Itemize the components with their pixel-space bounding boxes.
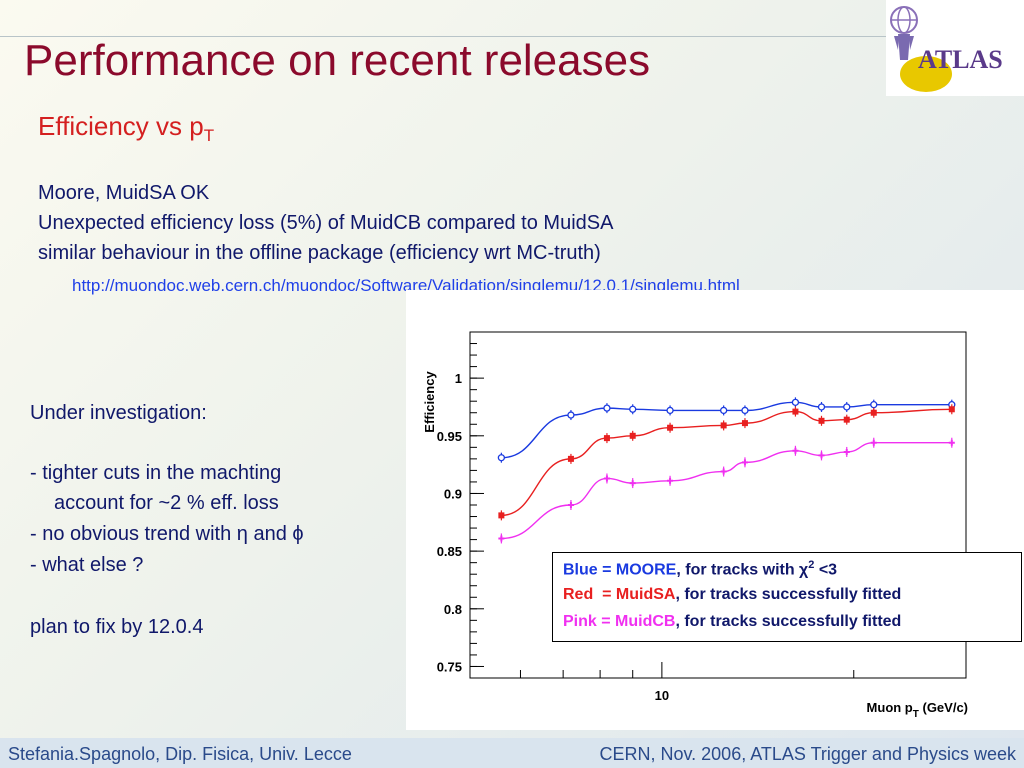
title-rule — [0, 36, 888, 37]
data-point-moore — [870, 401, 878, 409]
data-point-moore — [741, 406, 749, 415]
data-point-moore — [567, 411, 575, 419]
data-point-moore — [720, 406, 728, 415]
data-point-muidsa — [870, 409, 877, 416]
y-axis-label: Efficiency — [422, 371, 437, 433]
data-point-muidcb — [629, 480, 636, 487]
y-tick-label: 1 — [455, 371, 462, 386]
note-item-3: - what else ? — [30, 554, 144, 576]
data-point-muidcb — [948, 439, 955, 446]
note-heading: Under investigation: — [30, 402, 207, 424]
logo-text: ATLAS — [918, 45, 1003, 74]
slide-title: Performance on recent releases — [24, 36, 651, 85]
y-tick-label: 0.9 — [444, 486, 462, 501]
data-point-muidcb — [720, 468, 727, 475]
body-line-2: Unexpected efficiency loss (5%) of MuidC… — [38, 212, 614, 234]
subtitle: Efficiency vs pT — [38, 111, 215, 146]
note-plan: plan to fix by 12.0.4 — [30, 616, 204, 638]
data-point-muidcb — [741, 459, 748, 466]
data-point-muidsa — [792, 408, 799, 415]
series-line-muidcb — [501, 442, 952, 540]
y-tick-label: 0.8 — [444, 602, 462, 617]
data-point-muidcb — [818, 452, 825, 459]
x-axis-label: Muon pT (GeV/c) — [867, 700, 968, 720]
data-point-muidsa — [818, 417, 825, 424]
data-point-moore — [603, 404, 611, 412]
data-point-moore — [629, 405, 637, 413]
data-point-moore — [843, 403, 851, 411]
data-point-muidcb — [498, 535, 505, 542]
footer-bar — [0, 738, 1024, 768]
data-point-muidcb — [792, 447, 799, 454]
data-point-muidsa — [948, 406, 955, 413]
atlas-logo: ATLAS — [886, 0, 1024, 96]
footer-event: CERN, Nov. 2006, ATLAS Trigger and Physi… — [599, 744, 1016, 764]
data-point-muidsa — [567, 455, 574, 462]
data-point-muidsa — [843, 416, 850, 423]
data-point-moore — [791, 398, 800, 407]
note-item-2: - no obvious trend with η and ϕ — [30, 523, 304, 545]
footer-author: Stefania.Spagnolo, Dip. Fisica, Univ. Le… — [8, 744, 352, 764]
data-point-muidcb — [870, 439, 877, 446]
data-point-moore — [497, 454, 506, 462]
legend-entry-muidsa: Red = MuidSA, for tracks successfully fi… — [563, 586, 902, 603]
data-point-muidsa — [667, 424, 674, 431]
data-point-muidcb — [843, 448, 850, 455]
data-point-moore — [817, 403, 826, 411]
series-line-muidsa — [501, 408, 952, 517]
legend: Blue = MOORE, for tracks with χ2 <3 Red … — [552, 552, 1022, 642]
legend-entry-muidcb: Pink = MuidCB, for tracks successfully f… — [563, 613, 902, 630]
data-point-muidsa — [603, 435, 610, 442]
series-line-moore — [501, 401, 952, 459]
data-point-muidsa — [629, 432, 636, 439]
body-line-1: Moore, MuidSA OK — [38, 182, 210, 204]
note-item-1: - tighter cuts in the machting — [30, 462, 282, 484]
data-point-muidcb — [567, 502, 574, 508]
data-point-muidcb — [667, 477, 674, 484]
body-line-3: similar behaviour in the offline package… — [38, 242, 601, 264]
data-point-muidsa — [498, 512, 505, 519]
note-item-1-cont: account for ~2 % eff. loss — [54, 492, 279, 514]
y-tick-label: 0.75 — [437, 659, 462, 674]
legend-entry-moore: Blue = MOORE, for tracks with χ2 <3 — [563, 559, 838, 579]
efficiency-chart: 0.75 0.8 0.85 0.9 0.95 1 10 Efficiency Muon pT (… — [422, 331, 968, 720]
y-tick-label: 0.95 — [437, 429, 462, 444]
x-tick-label: 10 — [655, 688, 669, 703]
y-tick-label: 0.85 — [437, 544, 462, 559]
data-point-muidcb — [603, 475, 610, 482]
data-point-moore — [666, 406, 674, 415]
data-point-muidsa — [741, 420, 748, 427]
data-point-muidsa — [720, 422, 727, 429]
